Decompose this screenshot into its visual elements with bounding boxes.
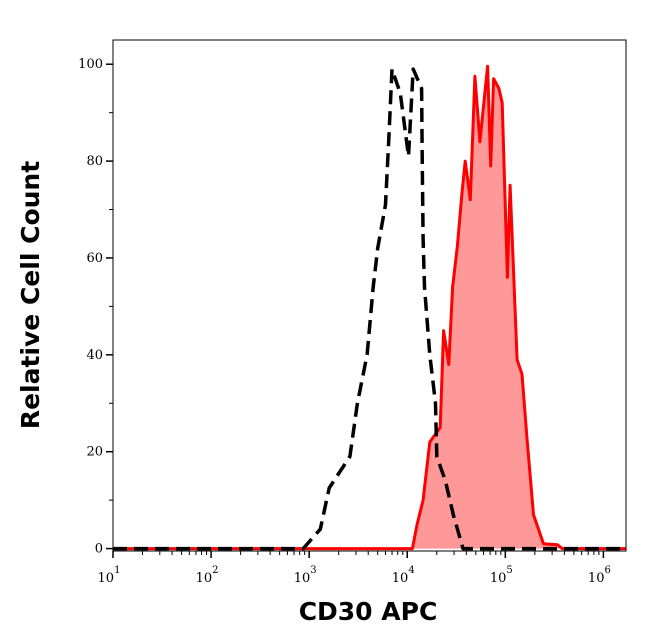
x-tick-label: 103: [294, 565, 317, 586]
dashed-histogram-line: [113, 67, 626, 551]
x-tick-label: 102: [196, 565, 219, 586]
filled-histogram-line: [113, 64, 626, 551]
y-tick-label: 40: [86, 348, 103, 363]
axes-layer: 0 20 40 60 80 100 101 102 103 104 105 106: [78, 57, 611, 586]
x-tick-label: 105: [490, 565, 513, 586]
x-tick-label: 106: [588, 565, 611, 586]
y-tick-label: 60: [86, 251, 103, 266]
x-tick-label: 101: [98, 565, 121, 586]
y-tick-label: 20: [86, 445, 103, 460]
x-tick-label: 104: [392, 565, 415, 586]
y-tick-label: 80: [86, 154, 103, 169]
y-tick-label: 0: [95, 542, 103, 557]
x-axis-title: CD30 APC: [299, 597, 438, 626]
plot-frame: [112, 39, 627, 552]
series-layer: [113, 64, 626, 551]
y-axis-title: Relative Cell Count: [16, 161, 45, 429]
filled-histogram-area: [113, 66, 626, 549]
y-tick-label: 100: [78, 57, 103, 72]
